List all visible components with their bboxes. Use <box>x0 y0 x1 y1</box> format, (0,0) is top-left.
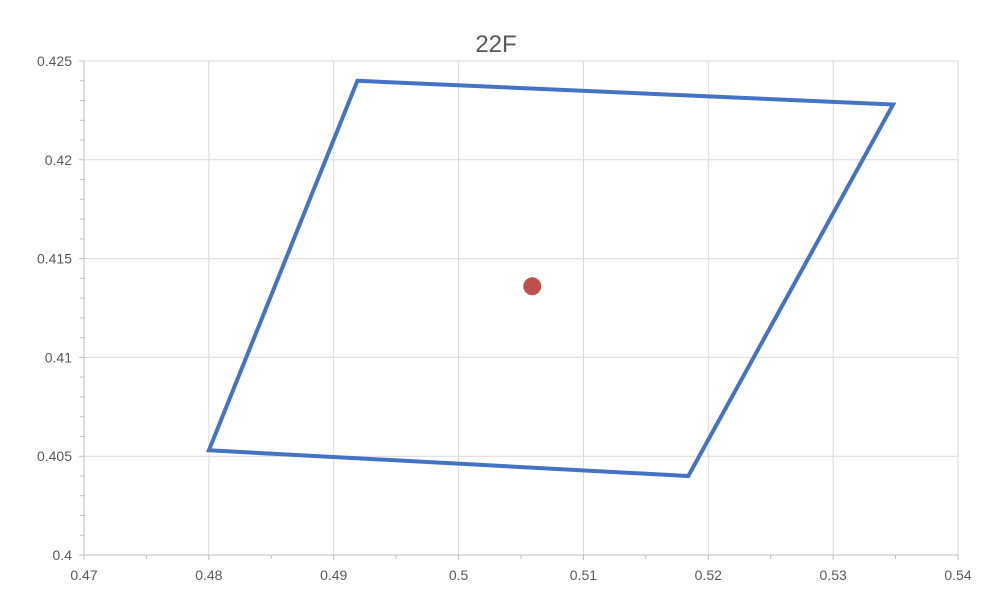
plot-series <box>206 78 897 479</box>
y-tick-label: 0.425 <box>37 53 72 69</box>
grid <box>83 60 959 556</box>
y-tick-label: 0.4 <box>53 547 73 563</box>
x-tick-label: 0.53 <box>820 567 847 583</box>
center-marker-point <box>523 277 542 296</box>
x-tick-label: 0.5 <box>449 567 469 583</box>
chart-title: 22F <box>475 31 516 58</box>
y-tick-label: 0.405 <box>37 448 72 464</box>
y-tick-label: 0.42 <box>45 152 72 168</box>
x-tick-label: 0.54 <box>944 567 971 583</box>
axes: 0.47 0.48 0.49 0.5 0.51 0.52 0.53 0.54 0.4 0.405 0… <box>37 53 972 583</box>
x-tick-label: 0.52 <box>695 567 722 583</box>
x-tick-label: 0.47 <box>70 567 97 583</box>
y-tick-label: 0.41 <box>45 349 72 365</box>
x-tick-label: 0.49 <box>320 567 347 583</box>
y-tick-label: 0.415 <box>37 251 72 267</box>
x-tick-label: 0.48 <box>195 567 222 583</box>
x-tick-label: 0.51 <box>570 567 597 583</box>
series-outline-line <box>206 78 897 479</box>
